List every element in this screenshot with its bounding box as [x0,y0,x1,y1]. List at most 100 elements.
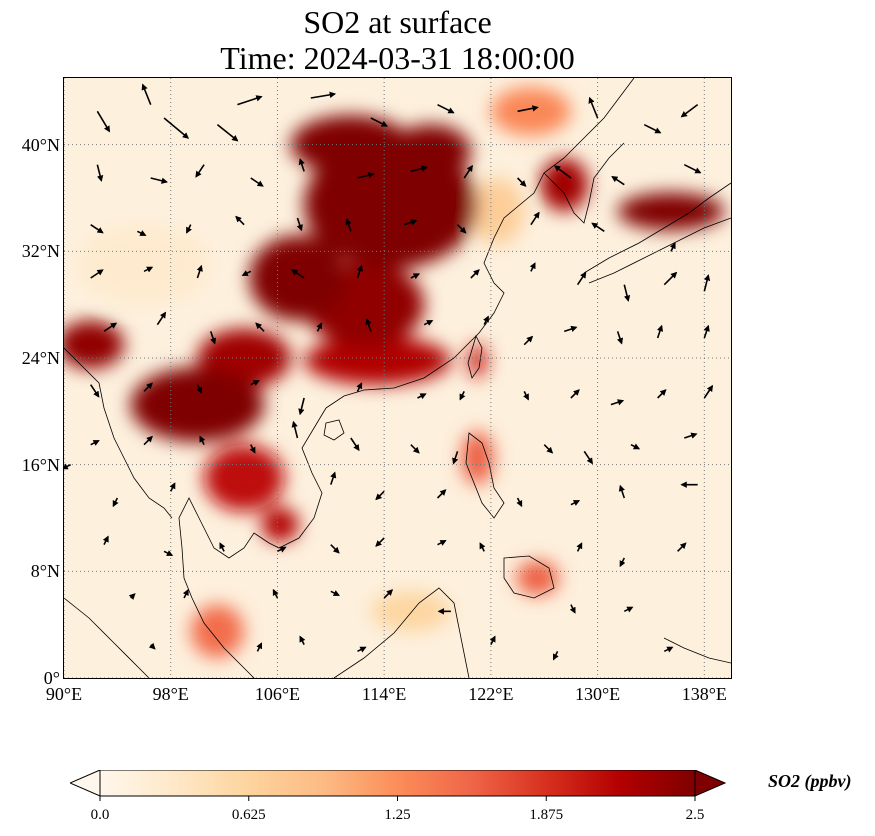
plot-title: SO2 at surface [303,4,492,40]
wind-arrow [530,211,540,226]
wind-arrow [630,443,641,450]
vietnam-coastline [268,407,327,549]
wind-arrow [683,163,702,174]
wind-arrow [669,242,676,252]
wind-arrow [703,384,714,399]
wind-arrow [663,646,674,653]
wind-arrow [291,269,305,279]
wind-arrow [410,273,420,280]
wind-arrow [703,324,710,339]
map-panel [63,77,732,679]
so2-region-bangladesh-east-india [64,320,125,369]
wind-arrow [128,593,136,600]
wind-arrow [677,542,687,552]
wind-arrow [186,224,192,234]
wind-arrow [684,432,698,439]
china-coastline [325,78,635,409]
wind-arrow [610,399,625,406]
wind-arrow [375,490,385,501]
wind-arrow [350,437,360,452]
wind-arrow [235,215,245,226]
wind-arrow [112,497,119,508]
korea-coastline [543,142,625,224]
wind-arrow [365,318,372,332]
colorbar [70,770,727,801]
wind-arrow [517,105,539,113]
wind-arrow [196,384,203,394]
new-guinea-coastline [663,637,731,664]
wind-arrow [195,164,205,178]
wind-arrow [296,217,303,232]
so2-region-malay-peninsula [190,604,245,658]
wind-vectors [64,83,714,661]
colorbar-tick-label: 0.0 [90,807,110,823]
wind-arrow [90,269,104,279]
wind-arrow [256,642,263,652]
wind-arrow [345,218,352,232]
wind-arrow [656,324,664,339]
borneo-coastline [333,587,470,678]
so2-region-taiwan [468,343,487,378]
so2-region-sichuan-chongqing [249,235,346,321]
wind-arrow [64,463,72,470]
wind-arrow [483,315,489,326]
so2-region-borneo-coast [370,591,451,632]
colorbar-min-extension [70,770,101,797]
wind-arrow [529,262,536,272]
wind-arrow [219,542,226,552]
so2-region-tibet-plateau [77,224,211,305]
wind-arrow [583,450,593,465]
so2-region-thailand-cambodia [204,444,285,512]
wind-arrow [163,117,190,139]
wind-arrow [148,642,156,650]
wind-arrow [250,379,260,386]
wind-arrow [143,435,153,446]
wind-arrow [570,499,581,506]
wind-arrow [657,389,667,399]
wind-arrow [277,546,287,553]
lon-label: 138°E [681,684,727,704]
wind-arrow [209,331,217,345]
wind-arrow [330,544,340,554]
lon-label: 114°E [361,684,407,704]
wind-arrow [680,104,699,118]
lat-label: 0° [43,668,60,688]
wind-arrow [383,589,394,599]
lon-label: 90°E [45,684,83,704]
wind-arrow [310,91,337,99]
wind-arrow [156,311,167,326]
wind-arrow [375,537,385,547]
luzon-coastline [465,432,505,519]
wind-arrow [423,319,434,326]
wind-arrow [437,539,447,546]
mindanao-coastline [503,555,555,599]
wind-arrow [410,165,429,173]
so2-region-mindanao [516,560,559,596]
hainan-coastline [323,419,345,441]
so2-region-south-china [304,336,451,385]
wind-arrow [563,325,578,333]
wind-arrow [90,224,104,234]
wind-arrow [623,284,631,302]
wind-arrow [216,124,239,142]
coastlines [64,78,731,678]
wind-arrow [103,322,118,332]
wind-arrow [470,269,480,279]
so2-region-vietnam-south [261,507,299,542]
wind-arrow [516,497,523,508]
wind-arrow [237,95,263,106]
so2-region-japan-honshu [617,192,725,230]
wind-arrow [141,83,152,105]
wind-arrow [489,635,496,646]
colorbar-gradient [99,770,696,797]
wind-arrow [523,335,534,346]
wind-arrow [330,471,337,485]
colorbar-max-extension [694,770,727,797]
so2-region-yellow-sea [470,178,525,245]
so2-region-northeast-china [490,87,571,136]
colorbar-tick-label: 1.875 [529,807,564,823]
wind-arrow [616,331,624,345]
wind-arrow [250,177,264,187]
colorbar-tick-label: 0.625 [231,807,266,823]
wind-arrow [576,542,583,552]
